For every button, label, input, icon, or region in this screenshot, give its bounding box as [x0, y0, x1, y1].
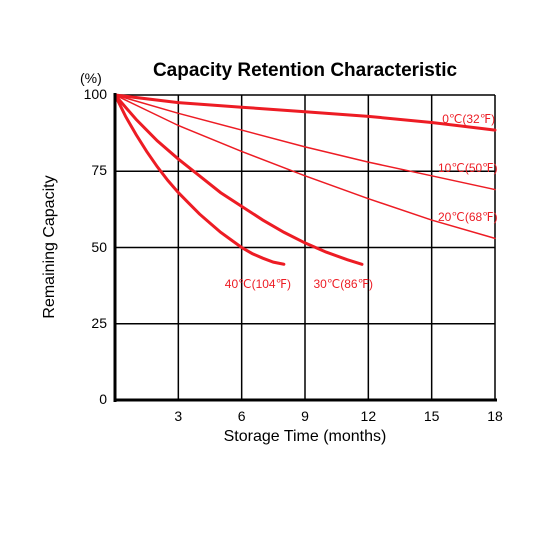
y-tick-label: 0	[99, 391, 107, 407]
y-tick-label: 75	[91, 162, 107, 178]
series-label-10c: 10℃(50℉)	[438, 161, 498, 175]
y-axis-label: Remaining Capacity	[41, 147, 59, 347]
x-tick-label: 15	[417, 408, 447, 424]
y-unit-label: (%)	[80, 70, 102, 86]
series-label-20c: 20℃(68℉)	[438, 210, 498, 224]
y-tick-label: 25	[91, 315, 107, 331]
x-tick-label: 6	[227, 408, 257, 424]
series-label-30c: 30℃(86℉)	[313, 277, 373, 291]
x-tick-label: 12	[353, 408, 383, 424]
y-tick-label: 100	[84, 86, 107, 102]
x-tick-label: 3	[163, 408, 193, 424]
x-tick-label: 9	[290, 408, 320, 424]
x-axis-label: Storage Time (months)	[115, 428, 495, 446]
y-tick-label: 50	[91, 239, 107, 255]
x-tick-label: 18	[480, 408, 510, 424]
series-label-0c: 0℃(32℉)	[442, 112, 495, 126]
series-label-40c: 40℃(104℉)	[225, 277, 291, 291]
chart-title: Capacity Retention Characteristic	[95, 60, 515, 82]
